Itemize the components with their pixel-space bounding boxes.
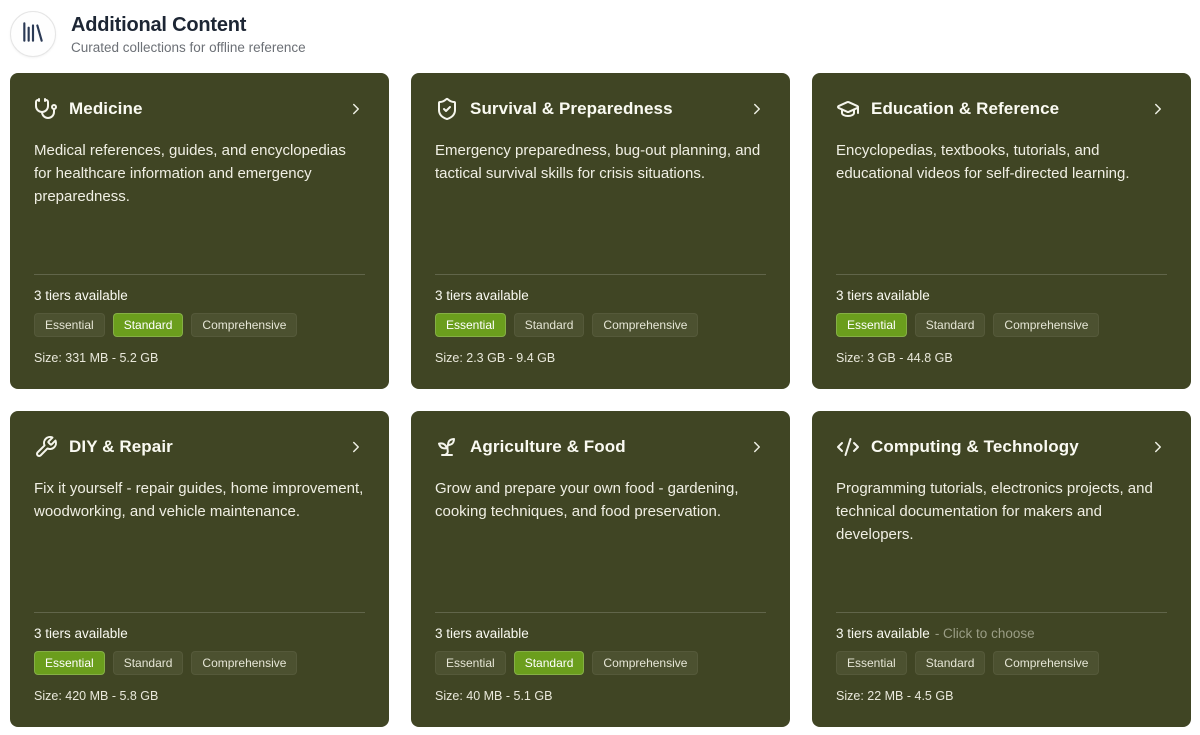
card-agriculture-food[interactable]: Agriculture & Food Grow and prepare your… (411, 411, 790, 727)
divider (836, 274, 1167, 275)
divider (34, 274, 365, 275)
tier-badge-standard[interactable]: Standard (112, 651, 184, 675)
tier-badge-comprehensive[interactable]: Comprehensive (191, 651, 298, 675)
tiers-count: 3 tiers available (836, 288, 930, 303)
card-education-reference[interactable]: Education & Reference Encyclopedias, tex… (812, 73, 1191, 389)
chevron-right-icon[interactable] (748, 438, 766, 456)
card-title: Education & Reference (871, 99, 1060, 118)
divider (836, 612, 1167, 613)
page-subtitle: Curated collections for offline referenc… (71, 39, 306, 55)
tiers-available-label: 3 tiers available (34, 626, 365, 641)
size-range-label: Size: 3 GB - 44.8 GB (836, 351, 953, 365)
tier-hint-click-to-choose[interactable]: - Click to choose (934, 626, 1035, 641)
wrench-icon (34, 435, 58, 459)
tier-badges: Essential Standard Comprehensive (836, 313, 1167, 337)
tier-badge-standard[interactable]: Standard (914, 651, 986, 675)
chevron-right-icon[interactable] (1149, 100, 1167, 118)
card-title: DIY & Repair (69, 437, 173, 456)
tiers-available-label: 3 tiers available - Click to choose (836, 626, 1167, 641)
divider (435, 274, 766, 275)
library-icon (20, 19, 46, 50)
shield-check-icon (435, 97, 459, 121)
content-cards-grid: Medicine Medical references, guides, and… (0, 73, 1200, 727)
tiers-available-label: 3 tiers available (435, 288, 766, 303)
tier-badge-standard[interactable]: Standard (112, 313, 184, 337)
card-survival-preparedness[interactable]: Survival & Preparedness Emergency prepar… (411, 73, 790, 389)
card-medicine[interactable]: Medicine Medical references, guides, and… (10, 73, 389, 389)
page-header: Additional Content Curated collections f… (0, 0, 1200, 73)
card-description: Programming tutorials, electronics proje… (836, 480, 1153, 543)
tier-badges: Essential Standard Comprehensive (836, 651, 1167, 675)
tiers-count: 3 tiers available (836, 626, 930, 641)
tiers-count: 3 tiers available (435, 626, 529, 641)
card-title: Agriculture & Food (470, 437, 626, 456)
tier-badges: Essential Standard Comprehensive (435, 651, 766, 675)
stethoscope-icon (34, 97, 58, 121)
card-title: Computing & Technology (871, 437, 1079, 456)
tier-badge-comprehensive[interactable]: Comprehensive (592, 651, 699, 675)
card-description: Encyclopedias, textbooks, tutorials, and… (836, 142, 1130, 182)
card-title: Medicine (69, 99, 143, 118)
card-diy-repair[interactable]: DIY & Repair Fix it yourself - repair gu… (10, 411, 389, 727)
page-title: Additional Content (71, 13, 247, 36)
tiers-available-label: 3 tiers available (34, 288, 365, 303)
card-description: Emergency preparedness, bug-out planning… (435, 142, 761, 182)
size-range-label: Size: 22 MB - 4.5 GB (836, 689, 954, 703)
tiers-count: 3 tiers available (34, 626, 128, 641)
chevron-right-icon[interactable] (1149, 438, 1167, 456)
tier-badge-comprehensive[interactable]: Comprehensive (191, 313, 298, 337)
tier-badge-standard[interactable]: Standard (513, 313, 585, 337)
tier-badge-standard[interactable]: Standard (914, 313, 986, 337)
tier-badge-essential[interactable]: Essential (34, 313, 105, 337)
header-avatar (10, 11, 56, 57)
tier-badge-comprehensive[interactable]: Comprehensive (993, 651, 1100, 675)
card-title: Survival & Preparedness (470, 99, 673, 118)
tier-badges: Essential Standard Comprehensive (435, 313, 766, 337)
chevron-right-icon[interactable] (347, 100, 365, 118)
tiers-count: 3 tiers available (34, 288, 128, 303)
card-description: Medical references, guides, and encyclop… (34, 142, 346, 205)
divider (34, 612, 365, 613)
tier-badge-standard[interactable]: Standard (513, 651, 585, 675)
card-computing-technology[interactable]: Computing & Technology Programming tutor… (812, 411, 1191, 727)
tier-badge-comprehensive[interactable]: Comprehensive (592, 313, 699, 337)
tier-badges: Essential Standard Comprehensive (34, 651, 365, 675)
tier-badge-essential[interactable]: Essential (836, 313, 907, 337)
chevron-right-icon[interactable] (748, 100, 766, 118)
tier-badges: Essential Standard Comprehensive (34, 313, 365, 337)
tier-badge-essential[interactable]: Essential (836, 651, 907, 675)
card-description: Fix it yourself - repair guides, home im… (34, 480, 364, 520)
sprout-icon (435, 435, 459, 459)
size-range-label: Size: 331 MB - 5.2 GB (34, 351, 159, 365)
tier-badge-essential[interactable]: Essential (34, 651, 105, 675)
tiers-available-label: 3 tiers available (836, 288, 1167, 303)
tier-badge-essential[interactable]: Essential (435, 651, 506, 675)
tiers-available-label: 3 tiers available (435, 626, 766, 641)
card-description: Grow and prepare your own food - gardeni… (435, 480, 739, 520)
size-range-label: Size: 420 MB - 5.8 GB (34, 689, 159, 703)
code-icon (836, 435, 860, 459)
tier-badge-comprehensive[interactable]: Comprehensive (993, 313, 1100, 337)
size-range-label: Size: 2.3 GB - 9.4 GB (435, 351, 556, 365)
tiers-count: 3 tiers available (435, 288, 529, 303)
chevron-right-icon[interactable] (347, 438, 365, 456)
graduation-cap-icon (836, 97, 860, 121)
divider (435, 612, 766, 613)
tier-badge-essential[interactable]: Essential (435, 313, 506, 337)
size-range-label: Size: 40 MB - 5.1 GB (435, 689, 553, 703)
